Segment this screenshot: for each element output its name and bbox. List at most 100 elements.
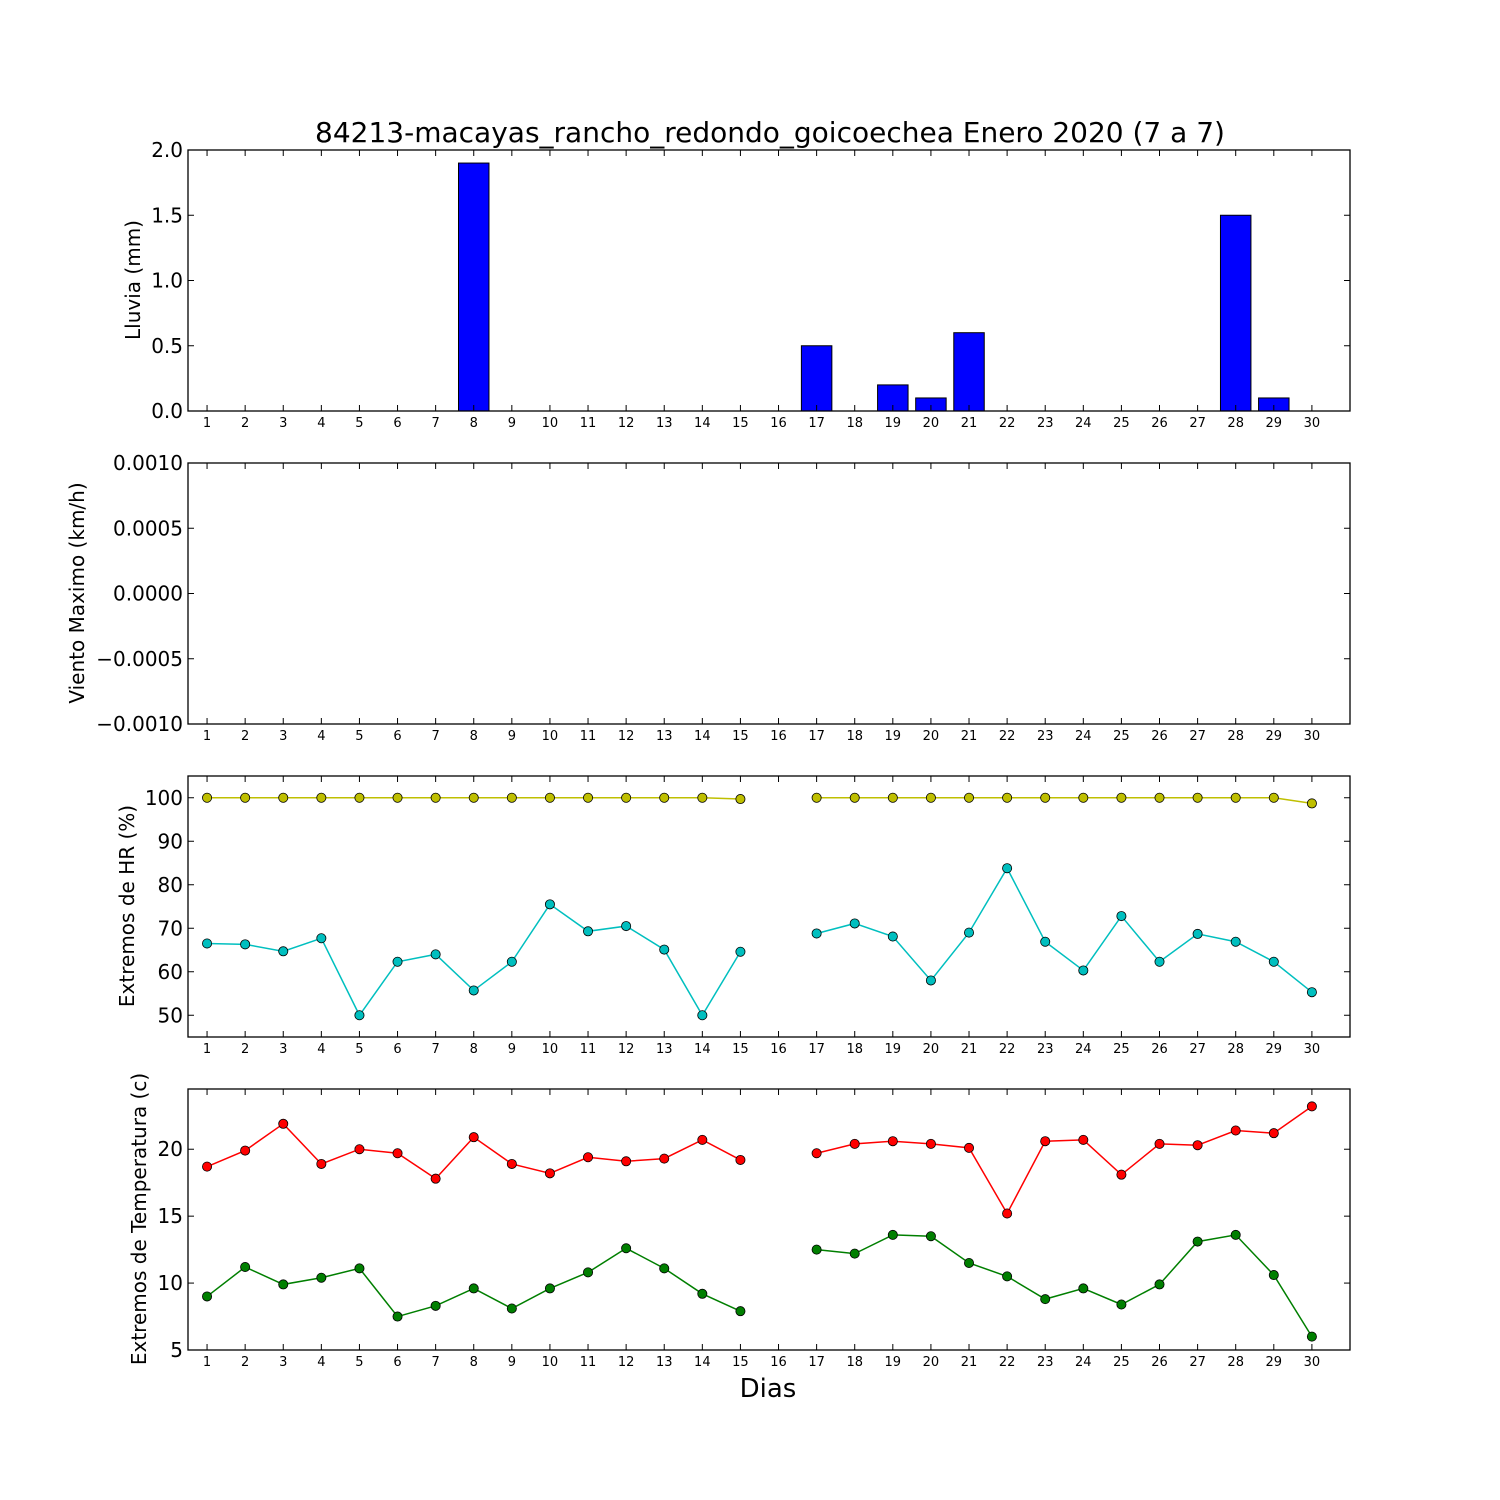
wind-xtick-label: 15	[732, 729, 749, 744]
humidity-xtick-label: 23	[1037, 1042, 1054, 1057]
humidity-xtick-label: 26	[1151, 1042, 1168, 1057]
temperature-xtick-label: 26	[1151, 1355, 1168, 1370]
temperature-min-point-5	[354, 1263, 365, 1274]
temperature-max-point-23	[1040, 1136, 1051, 1147]
wind-xtick-label: 11	[580, 729, 597, 744]
humidity-xtick-label: 9	[508, 1042, 516, 1057]
temperature-xtick-label: 10	[542, 1355, 559, 1370]
humidity-min-point-6	[392, 956, 403, 967]
humidity-xtick-label: 29	[1266, 1042, 1283, 1057]
chart-title: 84213-macayas_rancho_redondo_goicoechea …	[315, 116, 1225, 149]
humidity-max-point-18	[849, 792, 860, 803]
wind-xtick-label: 28	[1227, 729, 1244, 744]
humidity-xtick-label: 22	[999, 1042, 1016, 1057]
humidity-max-point-27	[1192, 792, 1203, 803]
temperature-min-point-1	[202, 1291, 213, 1302]
humidity-max-point-17	[811, 792, 822, 803]
temperature-xtick-label: 5	[355, 1355, 363, 1370]
wind-xtick-label: 18	[846, 729, 863, 744]
humidity-ytick-label: 90	[158, 829, 183, 853]
humidity-xtick-label: 2	[241, 1042, 249, 1057]
temperature-max-point-6	[392, 1148, 403, 1159]
humidity-min-point-7	[430, 949, 441, 960]
humidity-min-point-27	[1192, 928, 1203, 939]
temperature-max-point-21	[964, 1142, 975, 1153]
wind-xtick-label: 6	[393, 729, 401, 744]
temperature-max-point-10	[544, 1168, 555, 1179]
humidity-xtick-label: 5	[355, 1042, 363, 1057]
temperature-min-point-29	[1268, 1270, 1279, 1281]
rain-bar-8	[457, 162, 490, 412]
temperature-xtick-label: 20	[923, 1355, 940, 1370]
temperature-max-point-2	[240, 1145, 251, 1156]
humidity-y-axis-label: Extremos de HR (%)	[115, 805, 139, 1007]
humidity-max-point-11	[583, 792, 594, 803]
wind-xtick-label: 24	[1075, 729, 1092, 744]
wind-xtick-label: 2	[241, 729, 249, 744]
temperature-max-point-27	[1192, 1140, 1203, 1151]
wind-xtick-label: 7	[431, 729, 439, 744]
rain-xtick-label: 6	[393, 416, 401, 431]
humidity-max-point-29	[1268, 792, 1279, 803]
rain-ytick-label: 2.0	[151, 138, 183, 162]
temperature-max-point-9	[506, 1158, 517, 1169]
humidity-xtick-label: 10	[542, 1042, 559, 1057]
rain-xtick-label: 25	[1113, 416, 1130, 431]
temperature-min-point-8	[468, 1283, 479, 1294]
humidity-max-point-1	[202, 792, 213, 803]
humidity-min-point-14	[697, 1010, 708, 1021]
humidity-max-point-22	[1002, 792, 1013, 803]
temperature-xtick-label: 30	[1304, 1355, 1321, 1370]
temperature-axes-frame	[187, 1088, 1351, 1351]
humidity-ytick-label: 60	[158, 960, 183, 984]
humidity-min-line-1	[816, 866, 1313, 993]
temperature-min-point-6	[392, 1311, 403, 1322]
temperature-max-point-14	[697, 1134, 708, 1145]
temperature-xtick-label: 2	[241, 1355, 249, 1370]
rain-xtick-label: 13	[656, 416, 673, 431]
humidity-xtick-label: 1	[203, 1042, 211, 1057]
humidity-min-point-2	[240, 939, 251, 950]
humidity-min-point-4	[316, 933, 327, 944]
humidity-min-point-19	[887, 931, 898, 942]
temperature-max-point-29	[1268, 1128, 1279, 1139]
rain-xtick-label: 11	[580, 416, 597, 431]
temperature-min-point-4	[316, 1272, 327, 1283]
temperature-max-point-5	[354, 1144, 365, 1155]
temperature-xtick-label: 4	[317, 1355, 325, 1370]
rain-xtick-label: 2	[241, 416, 249, 431]
humidity-xtick-label: 6	[393, 1042, 401, 1057]
temperature-max-point-3	[278, 1118, 289, 1129]
temperature-xtick-label: 8	[470, 1355, 478, 1370]
rain-bar-17	[800, 345, 833, 412]
temperature-min-line-1	[816, 1234, 1313, 1338]
temperature-min-point-18	[849, 1248, 860, 1259]
temperature-min-point-15	[735, 1306, 746, 1317]
humidity-max-point-30	[1306, 798, 1317, 809]
temperature-min-point-22	[1002, 1271, 1013, 1282]
wind-xtick-label: 16	[770, 729, 787, 744]
humidity-min-point-13	[659, 944, 670, 955]
rain-ytick-label: 1.5	[151, 203, 183, 227]
wind-xtick-label: 9	[508, 729, 516, 744]
temperature-min-point-11	[583, 1267, 594, 1278]
temperature-max-point-28	[1230, 1125, 1241, 1136]
wind-xtick-label: 26	[1151, 729, 1168, 744]
humidity-ytick-label: 100	[145, 786, 183, 810]
temperature-max-point-13	[659, 1153, 670, 1164]
rain-xtick-label: 14	[694, 416, 711, 431]
rain-xtick-label: 15	[732, 416, 749, 431]
humidity-min-point-5	[354, 1010, 365, 1021]
temperature-xtick-label: 23	[1037, 1355, 1054, 1370]
humidity-max-point-4	[316, 792, 327, 803]
humidity-xtick-label: 28	[1227, 1042, 1244, 1057]
temperature-xtick-label: 9	[508, 1355, 516, 1370]
temperature-min-point-7	[430, 1300, 441, 1311]
humidity-max-point-8	[468, 792, 479, 803]
temperature-max-point-18	[849, 1138, 860, 1149]
wind-xtick-label: 29	[1266, 729, 1283, 744]
humidity-max-point-7	[430, 792, 441, 803]
temperature-max-point-30	[1306, 1101, 1317, 1112]
temperature-xtick-label: 7	[431, 1355, 439, 1370]
